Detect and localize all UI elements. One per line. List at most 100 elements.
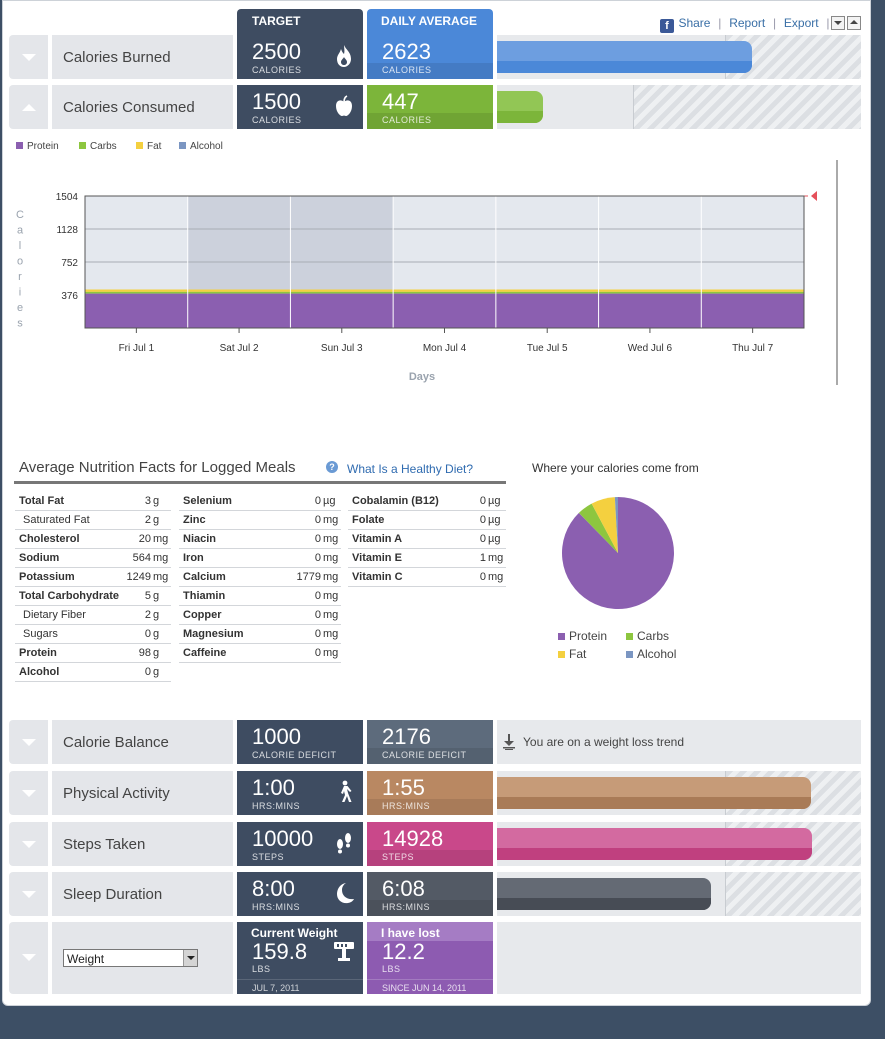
calories-consumed-label: Calories Consumed (63, 99, 195, 116)
export-link[interactable]: Export (783, 16, 819, 30)
select-dropdown-button[interactable] (183, 950, 197, 966)
area-series-fat (85, 289, 804, 292)
nutrient-unit: mg (153, 533, 169, 545)
progress-bar-shade (497, 848, 812, 860)
nutrient-name: Total Carbohydrate (19, 590, 120, 602)
divider (367, 979, 493, 980)
legend-swatch (558, 633, 565, 640)
calorie-balance-toggle[interactable] (9, 720, 48, 764)
walking-person-icon (341, 780, 352, 802)
physical-activity-toggle[interactable] (9, 771, 48, 815)
legend-label: Alcohol (190, 141, 223, 152)
nutrient-name: Potassium (19, 571, 75, 583)
current-weight-value: 159.8 (252, 939, 308, 964)
y-axis-label-char: i (19, 287, 21, 299)
nutrient-value: 0 (314, 514, 321, 526)
metric-select[interactable]: Weight (63, 949, 198, 967)
nutrition-row: Selenium 0 µg (179, 492, 341, 511)
weight-lost-unit: LBS (382, 964, 401, 974)
legend-label: Carbs (637, 629, 670, 643)
nutrient-unit: g (153, 628, 160, 640)
nutrient-name: Total Fat (19, 495, 65, 507)
calories-consumed-toggle[interactable] (9, 85, 48, 129)
legend-swatch (626, 633, 633, 640)
x-tick-label: Sun Jul 3 (321, 343, 363, 354)
target-value: 10000 (252, 826, 314, 851)
nutrient-name: Cholesterol (19, 533, 80, 545)
separator: | (823, 16, 830, 30)
chevron-down-icon (22, 891, 36, 898)
nutrient-unit: g (153, 590, 160, 602)
steps-taken-label-cell: Steps Taken (52, 822, 233, 866)
calories-consumed-label-cell: Calories Consumed (52, 85, 233, 129)
nutrient-value: 0 (314, 533, 321, 545)
nutrition-row: Total Fat 3 g (15, 492, 171, 511)
help-icon[interactable]: ? (326, 461, 338, 473)
healthy-diet-link[interactable]: What Is a Healthy Diet? (347, 462, 474, 476)
calories-consumed-target: 1500 CALORIES (237, 85, 363, 129)
legend-label: Carbs (90, 141, 117, 152)
nutrient-value: 0 (314, 495, 321, 507)
nutrient-value: 0 (479, 514, 486, 526)
calories-consumed-average: 447 CALORIES (367, 85, 493, 129)
nutrition-row: Sodium 564 mg (15, 549, 171, 568)
nutrient-unit: mg (323, 552, 339, 564)
nutrient-value: 20 (138, 533, 151, 545)
nutrition-row: Iron 0 mg (179, 549, 341, 568)
average-value: 2176 (382, 724, 431, 749)
legend-label: Fat (147, 141, 162, 152)
nutrient-value: 0 (479, 571, 486, 583)
nutrition-row: Saturated Fat 2 g (15, 511, 171, 530)
expand-all-button[interactable] (847, 16, 861, 30)
card-header-shade (367, 922, 493, 941)
physical-activity-label-cell: Physical Activity (52, 771, 233, 815)
scale-icon (334, 942, 354, 961)
steps-taken-average: 14928 STEPS (367, 822, 493, 866)
y-axis-label-char: a (17, 225, 24, 237)
nutrient-unit: mg (323, 533, 339, 545)
nutrition-row: Cholesterol 20 mg (15, 530, 171, 549)
nutrition-row: Calcium 1779 mg (179, 568, 341, 587)
steps-taken-label: Steps Taken (63, 836, 146, 853)
calories-burned-toggle[interactable] (9, 35, 48, 79)
area-series-protein (85, 293, 804, 328)
x-tick-label: Mon Jul 4 (423, 343, 467, 354)
calorie-balance-label: Calorie Balance (63, 734, 169, 751)
nutrient-value: 0 (144, 666, 151, 678)
average-value: 6:08 (382, 876, 425, 901)
facebook-icon: f (660, 19, 674, 33)
share-link[interactable]: Share (678, 16, 711, 30)
chevron-down-icon (187, 956, 195, 960)
footprints-icon (337, 833, 351, 854)
nutrition-title: Average Nutrition Facts for Logged Meals (19, 459, 296, 476)
physical-activity-label: Physical Activity (63, 785, 170, 802)
nutrition-row: Alcohol 0 g (15, 663, 171, 682)
nutrient-unit: mg (488, 552, 504, 564)
x-tick-label: Sat Jul 2 (220, 343, 259, 354)
nutrient-unit: mg (153, 552, 169, 564)
weight-lost-value: 12.2 (382, 939, 425, 964)
legend-swatch (179, 142, 186, 149)
chevron-up-icon (850, 20, 858, 24)
steps-taken-toggle[interactable] (9, 822, 48, 866)
weight-toggle[interactable] (9, 922, 48, 994)
progress-over-target (633, 85, 861, 129)
physical-activity-average: 1:55 HRS:MINS (367, 771, 493, 815)
legend-item: Carbs (79, 141, 117, 152)
nutrient-name: Vitamin A (352, 533, 403, 545)
average-unit: CALORIES (382, 65, 432, 75)
calorie-balance-average: 2176 CALORIE DEFICIT (367, 720, 493, 764)
progress-bar (497, 777, 811, 809)
progress-bar-shade (497, 111, 543, 123)
legend-item: Fat (136, 141, 161, 152)
target-value: 2500 (252, 39, 301, 64)
nutrient-unit: mg (323, 647, 339, 659)
separator: | (714, 16, 725, 30)
collapse-all-button[interactable] (831, 16, 845, 30)
sleep-duration-toggle[interactable] (9, 872, 48, 916)
nutrient-value: 0 (479, 533, 486, 545)
average-unit: HRS:MINS (382, 801, 431, 811)
report-link[interactable]: Report (729, 16, 766, 30)
legend-label: Fat (569, 647, 587, 661)
calorie-balance-target: 1000 CALORIE DEFICIT (237, 720, 363, 764)
